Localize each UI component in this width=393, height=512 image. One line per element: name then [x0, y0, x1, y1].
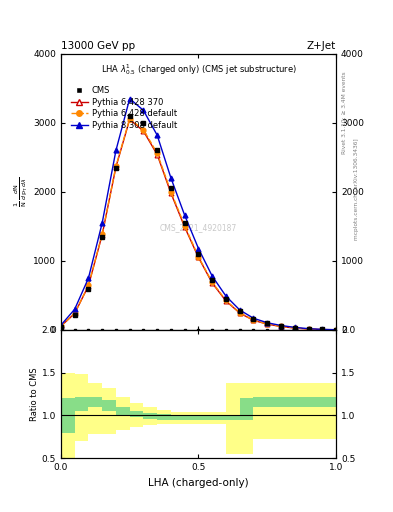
Pythia 6.428 370	[114, 164, 118, 170]
Pythia 6.428 default	[100, 231, 105, 238]
Pythia 8.308 default	[320, 326, 325, 332]
Pythia 6.428 default	[279, 323, 283, 329]
Pythia 6.428 370	[292, 325, 297, 331]
Pythia 6.428 default	[182, 223, 187, 229]
Line: Pythia 6.428 default: Pythia 6.428 default	[59, 116, 338, 332]
Pythia 8.308 default	[72, 306, 77, 312]
Pythia 6.428 default	[320, 327, 325, 333]
Pythia 8.308 default	[210, 273, 215, 279]
Pythia 6.428 370	[306, 326, 311, 332]
Pythia 8.308 default	[100, 220, 105, 226]
Pythia 8.308 default	[265, 319, 270, 326]
X-axis label: LHA (charged-only): LHA (charged-only)	[148, 478, 249, 487]
Text: Z+Jet: Z+Jet	[307, 41, 336, 51]
Y-axis label: $\frac{1}{\mathrm{N}}\,\frac{d\mathrm{N}}{d\,\mathrm{p_T}\,d\lambda}$: $\frac{1}{\mathrm{N}}\,\frac{d\mathrm{N}…	[13, 177, 30, 207]
Pythia 8.308 default	[169, 175, 173, 181]
Pythia 6.428 370	[72, 310, 77, 316]
Line: Pythia 8.308 default: Pythia 8.308 default	[59, 96, 338, 332]
Pythia 8.308 default	[334, 327, 338, 333]
Pythia 6.428 default	[72, 310, 77, 316]
Text: 13000 GeV pp: 13000 GeV pp	[61, 41, 135, 51]
Pythia 6.428 370	[265, 321, 270, 327]
Pythia 6.428 370	[182, 224, 187, 230]
Text: mcplots.cern.ch [arXiv:1306.3436]: mcplots.cern.ch [arXiv:1306.3436]	[354, 139, 359, 240]
Pythia 6.428 370	[100, 231, 105, 238]
Text: CMS_2021_4920187: CMS_2021_4920187	[160, 223, 237, 232]
Pythia 8.308 default	[114, 147, 118, 154]
Pythia 6.428 370	[127, 116, 132, 122]
Pythia 6.428 default	[292, 325, 297, 331]
Pythia 8.308 default	[141, 108, 146, 114]
Pythia 6.428 default	[169, 189, 173, 195]
Pythia 8.308 default	[182, 212, 187, 219]
Pythia 8.308 default	[237, 307, 242, 313]
Pythia 6.428 370	[59, 323, 63, 329]
Text: Rivet 3.1.10; ≥ 3.4M events: Rivet 3.1.10; ≥ 3.4M events	[342, 71, 347, 154]
Pythia 6.428 default	[114, 163, 118, 169]
Y-axis label: Ratio to CMS: Ratio to CMS	[30, 367, 39, 421]
Pythia 6.428 default	[306, 326, 311, 332]
Pythia 8.308 default	[292, 324, 297, 330]
Pythia 6.428 370	[224, 298, 228, 304]
Pythia 8.308 default	[59, 322, 63, 328]
Pythia 6.428 default	[141, 126, 146, 133]
Line: Pythia 6.428 370: Pythia 6.428 370	[59, 117, 338, 332]
Pythia 6.428 default	[224, 297, 228, 304]
Pythia 6.428 370	[251, 317, 256, 324]
Pythia 6.428 default	[196, 254, 201, 260]
Pythia 8.308 default	[306, 326, 311, 332]
Pythia 6.428 370	[196, 254, 201, 261]
Pythia 6.428 default	[334, 327, 338, 333]
Pythia 6.428 370	[279, 324, 283, 330]
Pythia 8.308 default	[155, 132, 160, 138]
Text: LHA $\lambda^1_{0.5}$ (charged only) (CMS jet substructure): LHA $\lambda^1_{0.5}$ (charged only) (CM…	[101, 62, 296, 77]
Pythia 8.308 default	[279, 323, 283, 329]
Pythia 6.428 default	[237, 310, 242, 316]
Pythia 6.428 370	[334, 327, 338, 333]
Legend: CMS, Pythia 6.428 370, Pythia 6.428 default, Pythia 8.308 default: CMS, Pythia 6.428 370, Pythia 6.428 defa…	[68, 83, 180, 133]
Pythia 6.428 default	[210, 279, 215, 285]
Pythia 6.428 370	[237, 310, 242, 316]
Pythia 8.308 default	[251, 315, 256, 322]
Pythia 8.308 default	[127, 96, 132, 102]
Pythia 8.308 default	[196, 245, 201, 251]
Pythia 6.428 default	[251, 317, 256, 323]
Pythia 6.428 default	[265, 321, 270, 327]
Pythia 6.428 370	[169, 190, 173, 196]
Pythia 6.428 370	[141, 128, 146, 134]
Pythia 6.428 370	[210, 280, 215, 286]
Pythia 6.428 370	[86, 283, 91, 289]
Pythia 8.308 default	[86, 275, 91, 281]
Pythia 6.428 370	[320, 327, 325, 333]
Pythia 8.308 default	[224, 293, 228, 299]
Pythia 6.428 default	[59, 323, 63, 329]
Pythia 6.428 default	[127, 116, 132, 122]
Pythia 6.428 default	[86, 283, 91, 289]
Pythia 6.428 default	[155, 150, 160, 156]
Pythia 6.428 370	[155, 152, 160, 158]
